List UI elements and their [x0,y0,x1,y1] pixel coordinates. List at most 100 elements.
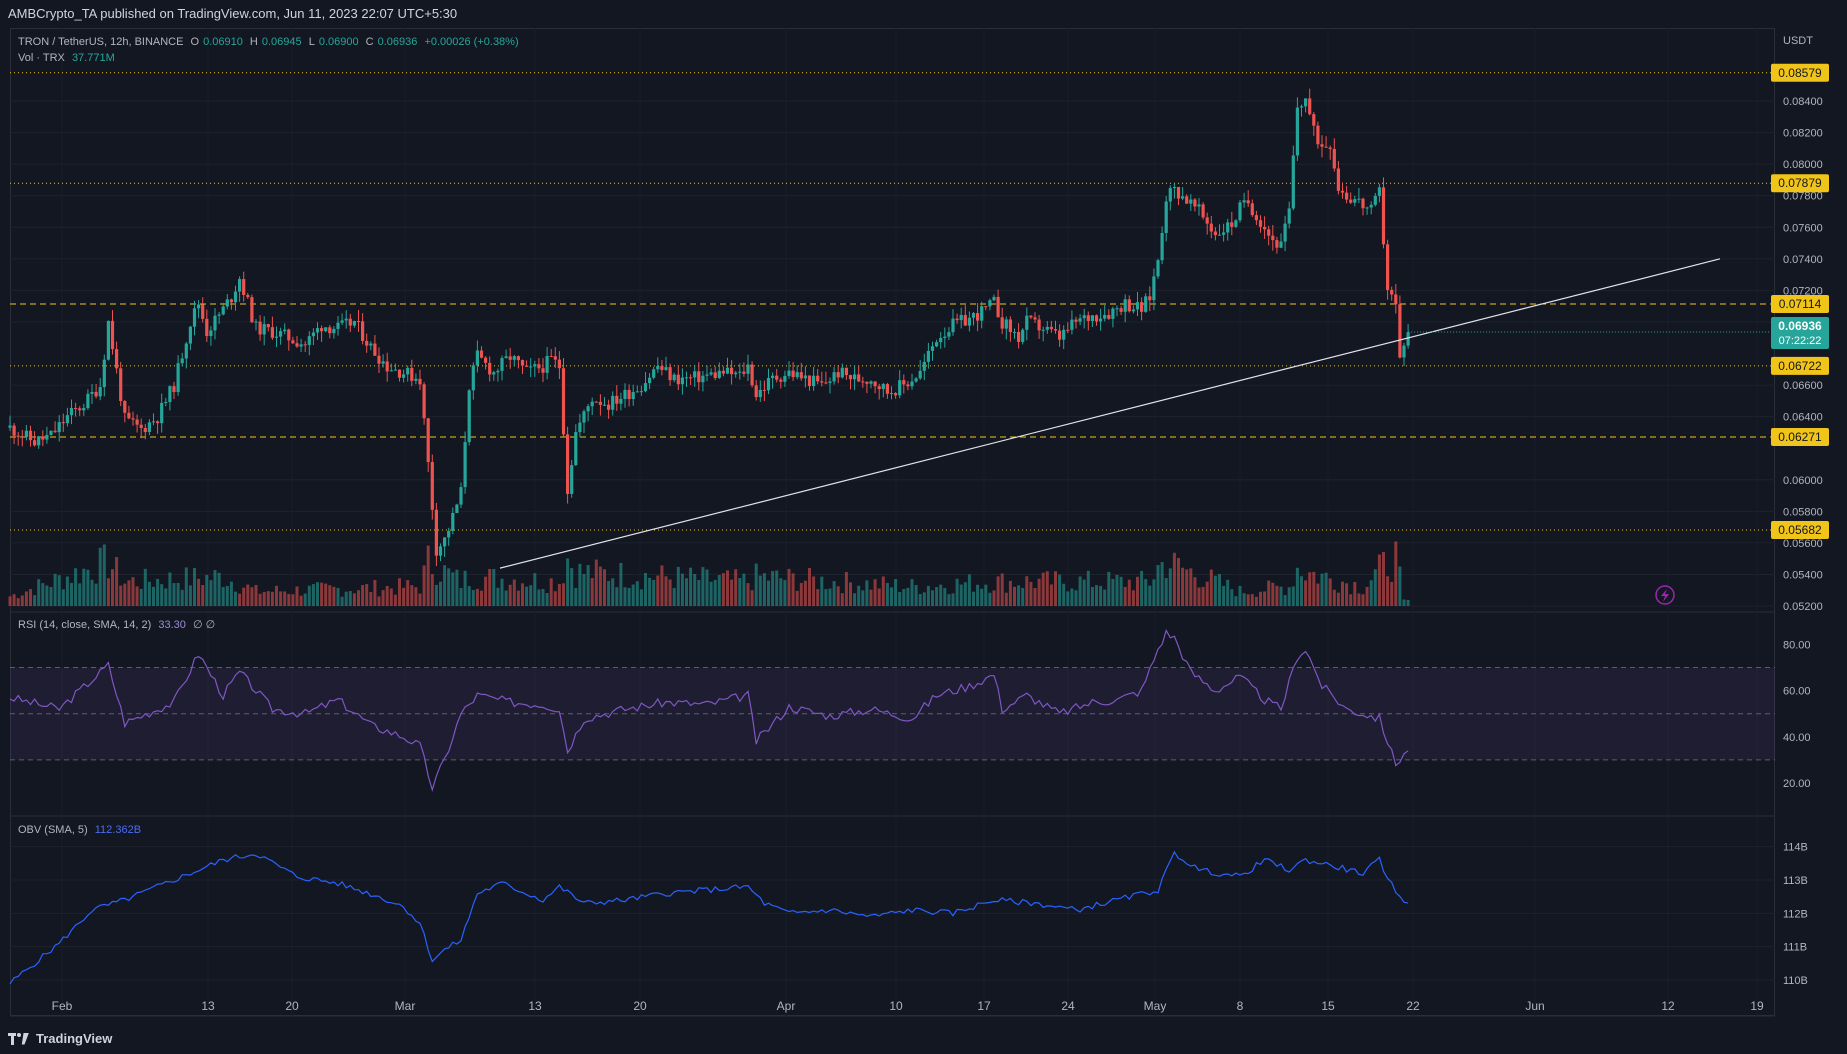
candle-body [443,537,447,547]
volume-bar [709,581,713,606]
candle-body [627,389,631,400]
volume-bar [389,588,393,606]
rsi-label[interactable]: RSI (14, close, SMA, 14, 2) [18,619,152,631]
candle-body [475,350,479,366]
volume-bar [959,584,963,606]
volume-bar [135,586,139,606]
volume-bar [783,580,787,606]
candle-body [1012,332,1017,334]
candle-body [147,422,151,433]
volume-bar [24,591,28,606]
candle-body [1168,188,1172,202]
volume-bar [385,586,389,606]
obv-tick-label: 111B [1783,942,1807,954]
volume-bar [885,583,889,606]
volume-bar [992,590,996,606]
candle-body [742,371,746,374]
volume-value: 37.771M [71,52,115,64]
candle-body [90,391,94,394]
obv-tick-label: 110B [1783,975,1808,987]
volume-bar [898,592,902,606]
candle-body [1144,296,1148,312]
candle-body [1086,315,1090,321]
obv-label[interactable]: OBV (SMA, 5) [18,824,88,836]
volume-bar [352,593,356,606]
candle-body [414,378,418,381]
candle-body [283,329,287,332]
candle-body [356,321,361,323]
candle-body [1053,329,1058,331]
volume-bar [377,596,381,606]
countdown-label: 07:22:22 [1779,335,1822,347]
candle-body [135,419,139,425]
candle-body [221,306,225,315]
candle-body [1332,148,1336,169]
candle-body [836,372,840,378]
candle-body [156,421,160,424]
candle-body [1312,114,1316,126]
volume-bar [1226,579,1230,606]
candle-body [287,329,291,341]
volume-bar [680,573,684,606]
volume-bar [1177,558,1180,606]
candle-body [45,434,49,440]
price-tick-label: 0.06600 [1783,380,1823,392]
candle-body [717,370,721,378]
volume-bar [1045,571,1049,606]
candle-body [41,436,45,440]
volume-bar [824,589,828,606]
volume-bar [78,583,82,606]
candle-body [426,418,430,463]
level-badge [1771,63,1829,82]
candle-body [1340,190,1345,193]
volume-bar [705,569,709,606]
volume-bar [1066,591,1070,606]
price-tick-label: 0.07400 [1783,254,1823,266]
volume-bar [574,588,578,606]
candle-body [106,320,110,360]
volume-bar [631,584,635,606]
symbol-label[interactable]: TRON / TetherUS, 12h, BINANCE [18,36,184,48]
time-tick-label: 20 [285,999,299,1013]
volume-bar [471,589,475,606]
volume-bar [238,593,242,606]
candle-body [1402,345,1406,358]
volume-bar [1222,585,1226,606]
volume-bar [1103,589,1107,606]
candle-body [20,436,24,438]
volume-bar [1074,590,1078,606]
candle-body [151,421,156,423]
low-value: 0.06900 [318,36,359,48]
volume-bar [1033,588,1037,606]
candle-body [1390,289,1394,295]
volume-label[interactable]: Vol · TRX [18,52,65,64]
volume-bar [1037,578,1041,606]
candle-body [1234,220,1238,227]
price-tick-label: 0.08200 [1783,128,1823,140]
candle-body [295,343,299,347]
candle-body [869,381,873,384]
candle-body [340,320,344,323]
tradingview-footer[interactable]: TradingView [8,1031,112,1046]
candle-body [738,371,742,373]
candle-body [758,389,762,398]
volume-bar [1004,592,1008,606]
candle-body [344,318,348,321]
candle-body [1275,240,1279,248]
time-tick-label: 12 [1661,999,1675,1013]
volume-bar [86,569,90,606]
volume-bar [430,574,434,606]
volume-bar [795,590,799,606]
volume-bar [1394,541,1398,606]
volume-bar [529,585,533,606]
volume-bar [1197,587,1201,606]
volume-bar [873,579,877,606]
candle-body [324,327,328,332]
volume-bar [951,593,955,606]
candle-body [61,422,65,424]
volume-bar [660,565,664,606]
candle-body [1156,260,1160,277]
volume-bar [201,585,205,606]
candle-body [820,381,824,383]
